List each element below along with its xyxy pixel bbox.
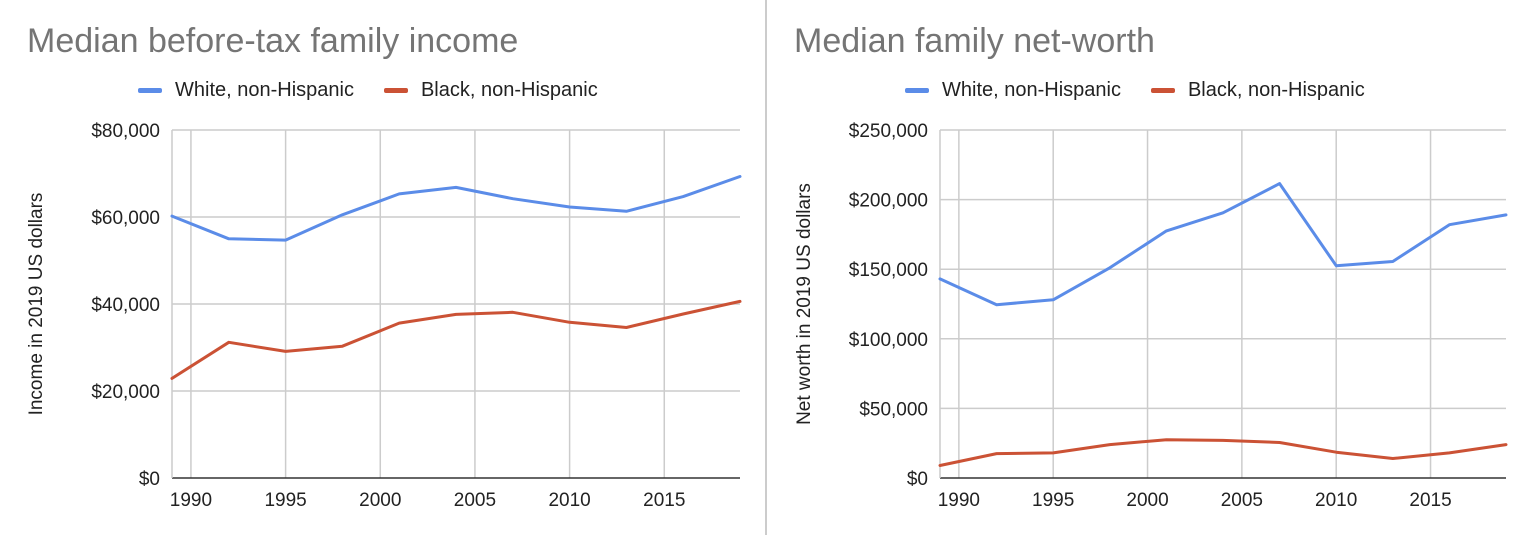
data-point[interactable] [736,297,744,305]
y-tick-label: $150,000 [849,260,928,281]
data-point[interactable] [338,211,346,219]
data-point[interactable] [993,301,1001,309]
y-tick-label: $60,000 [91,208,160,229]
x-tick-label: 1995 [264,490,306,511]
chart-legend: White, non-Hispanic Black, non-Hispanic [138,78,628,102]
x-tick-label: 1990 [938,490,980,511]
x-tick-label: 2000 [1126,490,1168,511]
series-line-black[interactable] [938,438,1508,467]
legend-swatch-black [1150,87,1175,93]
income-chart-panel: Median before-tax family income White, n… [26,22,744,511]
data-point[interactable] [1389,455,1397,463]
data-point[interactable] [168,374,176,382]
data-point[interactable] [225,235,233,243]
data-point[interactable] [1049,296,1057,304]
networth-chart-panel: Median family net-worth White, non-Hispa… [767,0,1530,535]
y-tick-label: $0 [907,469,928,490]
data-point[interactable] [509,308,517,316]
data-point[interactable] [282,236,290,244]
chart-title: Median family net-worth [794,22,1155,60]
data-point[interactable] [1219,209,1227,217]
y-tick-label: $250,000 [849,121,928,142]
data-point[interactable] [395,319,403,327]
data-point[interactable] [1502,441,1510,449]
legend-label-black: Black, non-Hispanic [1187,78,1365,101]
x-tick-label: 1995 [1032,490,1074,511]
x-tick-label: 2005 [454,490,496,511]
series-line-black[interactable] [170,299,742,380]
data-point[interactable] [452,183,460,191]
data-point[interactable] [1276,439,1284,447]
legend-label-black: Black, non-Hispanic [420,78,598,101]
data-point[interactable] [338,342,346,350]
data-point[interactable] [566,318,574,326]
data-point[interactable] [1389,258,1397,266]
data-point[interactable] [1162,227,1170,235]
networth-plot: $0 $50,000 $100,000 $150,000 $200,000 $250,00… [794,121,1510,511]
chart-title: Median before-tax family income [27,22,519,60]
y-tick-label: $40,000 [91,295,160,316]
data-point[interactable] [936,275,944,283]
series-line-white[interactable] [170,175,742,242]
legend-item-black[interactable]: Black, non-Hispanic [1150,78,1365,102]
data-point[interactable] [679,193,687,201]
series-line-white[interactable] [938,182,1508,307]
y-tick-label: $0 [139,469,160,490]
y-tick-label: $80,000 [91,121,160,142]
x-tick-label: 2015 [1409,490,1451,511]
y-tick-label: $100,000 [849,330,928,351]
data-point[interactable] [395,190,403,198]
data-point[interactable] [1332,448,1340,456]
data-point[interactable] [622,207,630,215]
legend-swatch-black [383,87,408,93]
data-point[interactable] [1049,449,1057,457]
x-tick-label: 2000 [359,490,401,511]
chart-legend: White, non-Hispanic Black, non-Hispanic [905,78,1395,102]
legend-label-white: White, non-Hispanic [175,78,354,101]
panel-divider [765,0,767,535]
data-point[interactable] [1445,221,1453,229]
data-point[interactable] [622,323,630,331]
legend-label-white: White, non-Hispanic [942,78,1121,101]
x-tick-label: 2010 [548,490,590,511]
data-point[interactable] [168,212,176,220]
y-axis-title: Net worth in 2019 US dollars [794,183,815,425]
legend-item-white[interactable]: White, non-Hispanic [138,79,354,102]
data-point[interactable] [1276,180,1284,188]
legend-swatch-white [138,87,162,93]
data-point[interactable] [679,310,687,318]
data-point[interactable] [1219,436,1227,444]
data-point[interactable] [1502,211,1510,219]
data-point[interactable] [1106,264,1114,272]
legend-item-black[interactable]: Black, non-Hispanic [383,78,598,102]
data-point[interactable] [1445,449,1453,457]
data-point[interactable] [566,203,574,211]
income-plot: $0 $20,000 $40,000 $60,000 $80,000 1990 1995 20… [26,121,744,511]
data-point[interactable] [1162,436,1170,444]
legend-swatch-white [905,87,929,93]
data-point[interactable] [452,310,460,318]
data-point[interactable] [509,195,517,203]
y-axis-title: Income in 2019 US dollars [26,193,47,416]
data-point[interactable] [1332,262,1340,270]
data-point[interactable] [936,461,944,469]
x-tick-label: 1990 [170,490,212,511]
x-tick-label: 2010 [1315,490,1357,511]
data-point[interactable] [1106,441,1114,449]
data-point[interactable] [225,338,233,346]
x-tick-label: 2015 [643,490,685,511]
y-tick-label: $20,000 [91,382,160,403]
data-point[interactable] [736,173,744,181]
legend-item-white[interactable]: White, non-Hispanic [905,79,1121,102]
y-tick-label: $50,000 [859,399,928,420]
x-tick-label: 2005 [1221,490,1263,511]
data-point[interactable] [282,347,290,355]
y-tick-label: $200,000 [849,191,928,212]
data-point[interactable] [993,450,1001,458]
